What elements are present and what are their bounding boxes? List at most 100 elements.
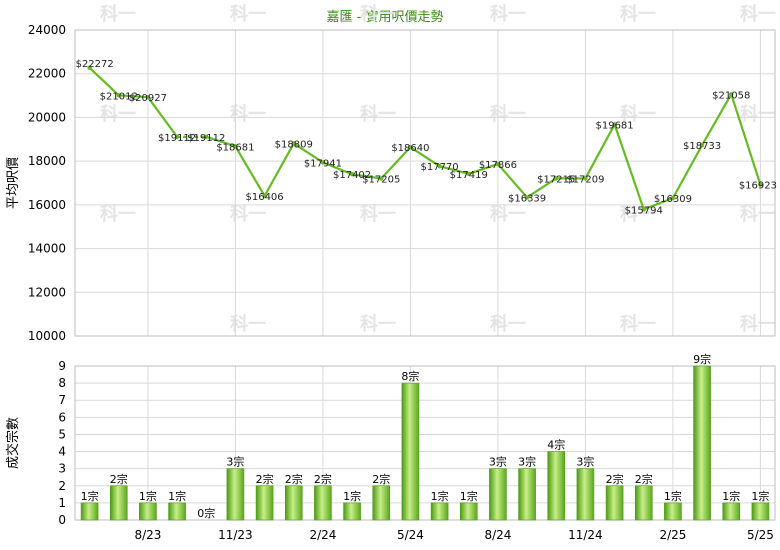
volume-bar [255,485,274,521]
volume-bar [430,502,449,521]
price-point [554,176,559,181]
price-data-label: $15794 [625,205,663,216]
price-line-segment [439,165,470,175]
volume-bar [547,451,566,521]
volume-bar-label: 1宗 [81,489,99,503]
volume-bar [109,485,128,521]
price-point [641,207,646,212]
volume-bar-label: 8宗 [401,369,419,383]
watermark: 科一 [360,203,396,225]
volume-y-tick-label: 9 [58,359,66,373]
volume-bar-label: 3宗 [489,455,507,469]
price-line-segment [409,146,441,168]
volume-bar [343,502,361,521]
price-y-tick-label: 10000 [28,329,66,343]
volume-bar-label: 2宗 [372,472,390,486]
price-point [437,163,442,169]
volume-bar-label: 2宗 [314,472,332,486]
price-point [729,92,734,97]
volume-bar-label: 1宗 [431,489,449,503]
volume-y-tick-label: 6 [58,410,66,424]
watermark: 科一 [360,3,396,25]
price-data-label: $21058 [712,90,750,101]
price-point [758,182,763,187]
x-tick-label: 8/23 [134,528,161,542]
price-data-label: $19681 [595,120,633,131]
x-tick-label: 5/24 [397,528,424,542]
price-point [583,176,588,181]
x-tick-label: 11/24 [568,528,603,542]
volume-bar [284,485,303,521]
volume-bar-label: 3宗 [576,455,594,469]
watermark: 科一 [360,103,396,125]
watermark: 科一 [100,3,136,25]
price-y-axis-title: 平均呎價 [6,157,21,209]
price-line-segment [322,161,353,176]
price-data-label: $19112 [158,133,196,144]
watermark: 科一 [620,313,656,335]
watermark: 科一 [230,203,266,225]
price-point [204,134,209,140]
price-line-segment [613,124,645,210]
x-tick-label: 5/25 [747,528,774,542]
price-y-tick-label: 24000 [28,23,66,37]
watermark: 科一 [100,203,136,225]
volume-bar-label: 2宗 [635,472,653,486]
price-point [145,94,151,100]
volume-y-tick-label: 7 [58,393,66,407]
price-line-segment [147,96,178,138]
price-point [379,176,384,181]
price-line-segment [671,144,704,199]
watermark: 科一 [490,313,526,335]
volume-bar [693,365,711,521]
price-data-label: $17215 [537,174,575,185]
price-point [495,161,501,167]
price-line-panel: 10000 12000 14000 16000 18000 20000 22000 24000… [6,23,777,343]
volume-y-tick-label: 8 [58,376,66,390]
volume-y-tick-label: 4 [58,445,66,459]
price-data-label: $22272 [76,59,114,70]
price-point [320,160,326,165]
price-y-tick-label: 16000 [28,198,66,212]
volume-bar-label: 1宗 [751,489,769,503]
volume-bar-label: 2宗 [256,472,274,486]
volume-bar-label: 1宗 [139,489,157,503]
volume-bar [722,502,741,521]
volume-bar [634,485,653,521]
price-point [262,193,267,199]
price-data-label: $18640 [391,143,429,154]
price-data-label: $17205 [362,175,400,186]
volume-bar-panel: 0 1 2 3 4 5 6 7 8 9 8/23 11/23 2/24 5/24 8/24 11/24 2/25… [5,352,776,542]
watermark: 科一 [620,3,656,25]
volume-bar-label: 1宗 [722,489,740,503]
volume-bar-label: 1宗 [460,489,478,503]
watermark: 科一 [620,103,656,125]
price-line-segment [380,146,412,180]
x-tick-label: 2/25 [659,528,686,542]
volume-bar [518,468,536,521]
volume-bar [489,468,507,521]
volume-y-tick-label: 1 [58,496,66,510]
watermark: 科一 [230,313,266,335]
price-point [87,65,92,70]
price-line-segment [118,94,148,99]
volume-bar-label: 1宗 [168,489,186,503]
volume-bar-label: 9宗 [693,352,711,366]
price-point [291,141,296,146]
price-point [612,122,617,127]
volume-bar [168,502,186,521]
price-line-segment [701,93,733,146]
price-line-segment [643,197,674,211]
volume-bar-label: 1宗 [664,489,682,503]
price-data-label: $16339 [508,193,546,204]
price-y-tick-label: 20000 [28,110,66,124]
watermark: 科一 [360,313,396,335]
x-tick-label: 2/24 [309,528,336,542]
volume-bar [605,485,624,521]
volume-bar-label: 4宗 [547,438,565,452]
watermark: 科一 [740,203,776,225]
volume-y-axis-title: 成交宗數 [5,417,21,469]
price-point [349,172,355,177]
price-data-label: $17866 [479,160,517,171]
